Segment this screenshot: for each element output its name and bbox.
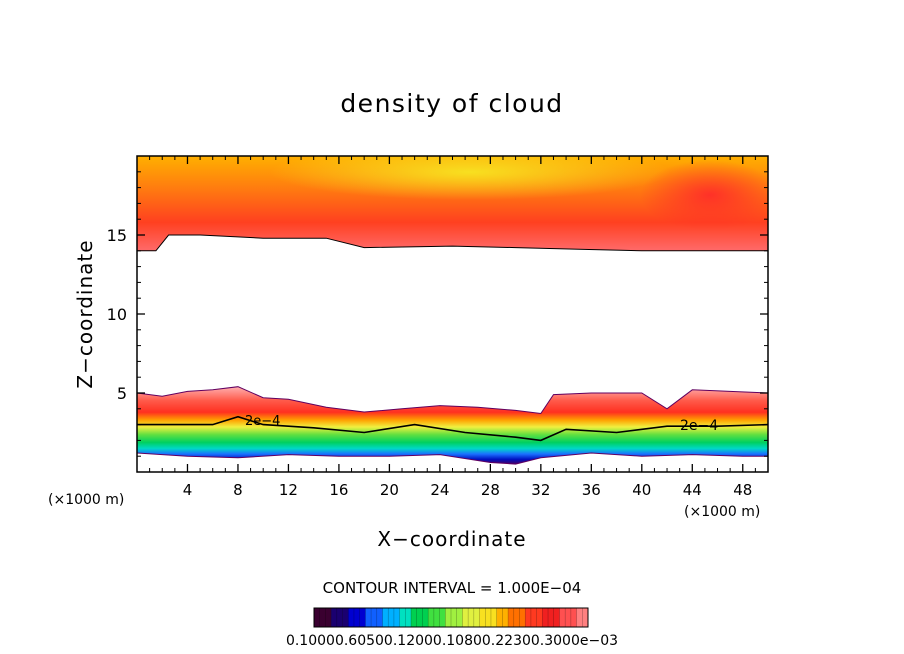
colorbar-labels: 0.10000.60500.12000.10800.22300.3000e−03 [286, 633, 618, 649]
colorbar-swatch [314, 608, 321, 627]
y-axis-ticks: 5 10 15 [107, 171, 768, 457]
colorbar-swatch [485, 608, 492, 627]
colorbar-swatch [479, 608, 486, 627]
contour-label: 2e−4 [680, 418, 718, 434]
colorbar-swatch [319, 608, 326, 627]
colorbar-swatch [456, 608, 463, 627]
plot-area [137, 156, 768, 465]
colorbar-swatch [473, 608, 480, 627]
y-tick-label: 5 [117, 384, 127, 403]
colorbar-swatch [542, 608, 549, 627]
colorbar-swatch [445, 608, 452, 627]
x-tick-label: 4 [183, 481, 193, 499]
colorbar-swatch [559, 608, 566, 627]
colorbar-swatch [508, 608, 515, 627]
colorbar-swatch [462, 608, 469, 627]
colorbar-swatch [416, 608, 423, 627]
x-tick-label: 24 [430, 481, 449, 499]
colorbar-swatch [536, 608, 543, 627]
colorbar-swatch [336, 608, 343, 627]
colorbar-swatch [519, 608, 526, 627]
colorbar-swatch [359, 608, 366, 627]
colorbar-swatch [348, 608, 355, 627]
colorbar [313, 608, 589, 627]
colorbar-swatch [513, 608, 520, 627]
y-tick-label: 15 [107, 226, 127, 245]
colorbar-swatch [496, 608, 503, 627]
lower-cloud-band [137, 386, 768, 465]
upper-band-yellow-core [270, 156, 670, 200]
colorbar-swatch [342, 608, 349, 627]
colorbar-swatch [548, 608, 555, 627]
colorbar-swatch [565, 608, 572, 627]
colorbar-swatch [371, 608, 378, 627]
colorbar-swatch [468, 608, 475, 627]
colorbar-swatch [570, 608, 577, 627]
contour-label-cluster: 2e−4 [245, 414, 280, 429]
colorbar-swatch [365, 608, 372, 627]
colorbar-swatch [331, 608, 338, 627]
colorbar-swatch [405, 608, 412, 627]
colorbar-swatch [422, 608, 429, 627]
y-axis-label: Z−coordinate [73, 239, 97, 388]
y-tick-label: 10 [107, 305, 127, 324]
chart-title: density of cloud [340, 89, 563, 118]
colorbar-swatch [388, 608, 395, 627]
x-unit-left: (×1000 m) [48, 492, 124, 508]
x-tick-label: 12 [279, 481, 298, 499]
colorbar-swatch [451, 608, 458, 627]
colorbar-frame [313, 607, 589, 628]
colorbar-swatch [382, 608, 389, 627]
colorbar-swatch [502, 608, 509, 627]
upper-band-red-core [640, 160, 768, 230]
colorbar-swatch [411, 608, 418, 627]
colorbar-swatch [530, 608, 537, 627]
x-tick-label: 20 [380, 481, 399, 499]
colorbar-swatch [393, 608, 400, 627]
colorbar-swatch [525, 608, 532, 627]
colorbar-swatch [582, 608, 589, 627]
colorbar-swatch [553, 608, 560, 627]
x-tick-label: 48 [733, 481, 752, 499]
colorbar-swatch [353, 608, 360, 627]
colorbar-swatch [490, 608, 497, 627]
colorbar-swatch [376, 608, 383, 627]
contour-line-2e-4 [137, 415, 768, 442]
x-axis-ticks: 4 8 12 16 20 24 28 32 36 40 44 48 [149, 156, 756, 499]
x-tick-label: 16 [329, 481, 348, 499]
x-unit-right: (×1000 m) [684, 504, 760, 520]
colorbar-swatch [325, 608, 332, 627]
colorbar-swatch [439, 608, 446, 627]
x-tick-label: 28 [481, 481, 500, 499]
x-tick-label: 32 [531, 481, 550, 499]
colorbar-swatch [576, 608, 583, 627]
colorbar-swatch [428, 608, 435, 627]
x-tick-label: 36 [582, 481, 601, 499]
x-tick-label: 8 [233, 481, 243, 499]
colorbar-swatch [399, 608, 406, 627]
colorbar-swatch [433, 608, 440, 627]
x-tick-label: 40 [632, 481, 651, 499]
x-axis-label: X−coordinate [377, 527, 526, 551]
contour-interval-text: CONTOUR INTERVAL = 1.000E−04 [323, 579, 582, 597]
x-tick-label: 44 [683, 481, 702, 499]
